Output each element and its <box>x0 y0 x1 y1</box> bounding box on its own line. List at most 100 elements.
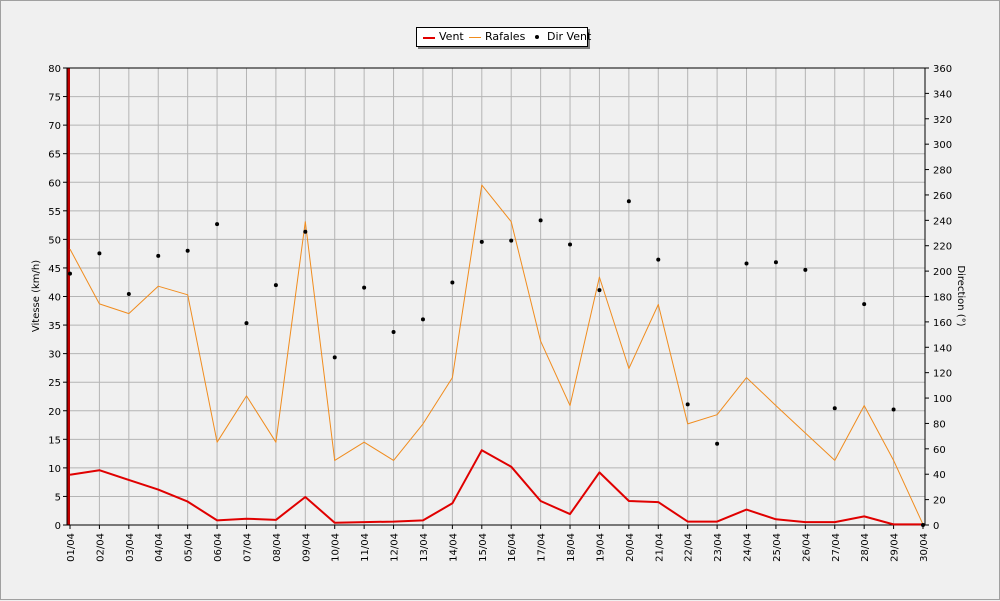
x-tick-label: 07/04 <box>242 533 253 562</box>
y-tick-label: 20 <box>48 407 61 418</box>
x-tick-label: 06/04 <box>213 533 224 562</box>
y-tick-label: 55 <box>48 207 61 218</box>
y2-tick-label: 320 <box>933 115 952 126</box>
y2-tick-label: 160 <box>933 318 952 329</box>
y2-tick-label: 360 <box>933 64 952 75</box>
dir-vent-point <box>538 218 543 223</box>
x-tick-label: 22/04 <box>684 533 695 562</box>
y-tick-label: 25 <box>48 378 61 389</box>
y-tick-label: 5 <box>55 492 61 503</box>
x-tick-label: 15/04 <box>478 533 489 562</box>
dir-vent-point <box>97 251 102 256</box>
x-tick-label: 24/04 <box>743 533 754 562</box>
y2-tick-label: 140 <box>933 343 952 354</box>
y-tick-label: 60 <box>48 178 61 189</box>
dir-vent-point <box>273 283 278 288</box>
y-tick-label: 40 <box>48 293 61 304</box>
dir-vent-point <box>303 229 308 234</box>
y-tick-label: 65 <box>48 150 61 161</box>
dir-vent-point <box>391 330 396 335</box>
x-tick-label: 17/04 <box>537 533 548 562</box>
y-tick-label: 15 <box>48 435 61 446</box>
x-tick-label: 03/04 <box>125 533 136 562</box>
dir-vent-point <box>773 260 778 265</box>
dir-vent-point <box>568 242 573 247</box>
y2-tick-label: 200 <box>933 267 952 278</box>
x-tick-label: 25/04 <box>772 533 783 562</box>
y-tick-label: 80 <box>48 64 61 75</box>
legend-label-vent: Vent <box>439 30 464 43</box>
dir-vent-point <box>597 288 602 293</box>
y-tick-label: 45 <box>48 264 61 275</box>
y2-tick-label: 40 <box>933 470 946 481</box>
x-tick-label: 26/04 <box>801 533 812 562</box>
x-tick-label: 27/04 <box>831 533 842 562</box>
dir-vent-point <box>626 199 631 204</box>
y2-tick-label: 100 <box>933 394 952 405</box>
y2-tick-label: 180 <box>933 293 952 304</box>
y-tick-label: 30 <box>48 350 61 361</box>
y2-tick-label: 280 <box>933 166 952 177</box>
dir-vent-point <box>215 222 220 227</box>
x-tick-label: 19/04 <box>595 533 606 562</box>
y2-tick-label: 120 <box>933 369 952 380</box>
x-tick-label: 18/04 <box>566 533 577 562</box>
x-tick-label: 14/04 <box>448 533 459 562</box>
dir-vent-point <box>185 248 190 253</box>
dir-vent-point <box>479 239 484 244</box>
x-tick-label: 02/04 <box>95 533 106 562</box>
legend-swatch-vent <box>423 37 435 39</box>
y2-tick-label: 80 <box>933 419 946 430</box>
x-tick-label: 09/04 <box>301 533 312 562</box>
x-tick-label: 04/04 <box>154 533 165 562</box>
y2-tick-label: 20 <box>933 496 946 507</box>
x-tick-label: 10/04 <box>331 533 342 562</box>
dir-vent-point <box>156 253 161 258</box>
x-axis: 01/04 02/04 03/04 04/04 05/04 06/04 07/04 08/04… <box>66 525 930 562</box>
y2-tick-label: 260 <box>933 191 952 202</box>
dir-vent-point <box>244 321 249 326</box>
x-tick-label: 05/04 <box>184 533 195 562</box>
series <box>68 184 925 527</box>
x-tick-label: 30/04 <box>919 533 930 562</box>
dir-vent-point <box>420 317 425 322</box>
y2-tick-label: 60 <box>933 445 946 456</box>
y-tick-label: 35 <box>48 321 61 332</box>
left-axis: 0 5 10 15 20 25 30 35 40 45 50 55 60 65 70 75 80 <box>48 64 67 532</box>
y-tick-label: 50 <box>48 235 61 246</box>
dir-vent-point <box>891 407 896 412</box>
series-line-vent <box>69 449 923 526</box>
x-tick-label: 21/04 <box>654 533 665 562</box>
y-axis-label: Vitesse (km/h) <box>31 260 42 332</box>
dir-vent-point <box>744 261 749 266</box>
x-tick-label: 01/04 <box>66 533 77 562</box>
legend: Vent Rafales Dir Vent <box>416 27 591 47</box>
dir-vent-point <box>656 257 661 262</box>
y-tick-label: 70 <box>48 121 61 132</box>
y2-tick-label: 340 <box>933 89 952 100</box>
legend-label-rafales: Rafales <box>485 30 526 43</box>
x-tick-label: 28/04 <box>860 533 871 562</box>
y2-tick-label: 0 <box>933 521 939 532</box>
dir-vent-point <box>68 271 72 276</box>
y2-tick-label: 220 <box>933 242 952 253</box>
y-tick-label: 0 <box>55 521 61 532</box>
dir-vent-point <box>803 267 808 272</box>
x-tick-label: 16/04 <box>507 533 518 562</box>
y-tick-label: 10 <box>48 464 61 475</box>
dir-vent-point <box>685 402 690 407</box>
legend-swatch-dir-vent <box>535 35 539 39</box>
y2-tick-label: 240 <box>933 216 952 227</box>
dir-vent-point <box>509 238 514 243</box>
dir-vent-point <box>126 291 131 296</box>
x-tick-label: 29/04 <box>890 533 901 562</box>
x-tick-label: 20/04 <box>625 533 636 562</box>
dir-vent-point <box>832 406 837 411</box>
left-edge-bar <box>67 68 70 525</box>
dir-vent-point <box>362 285 367 290</box>
dir-vent-point <box>862 302 867 307</box>
x-tick-label: 23/04 <box>713 533 724 562</box>
dir-vent-point <box>921 523 925 527</box>
